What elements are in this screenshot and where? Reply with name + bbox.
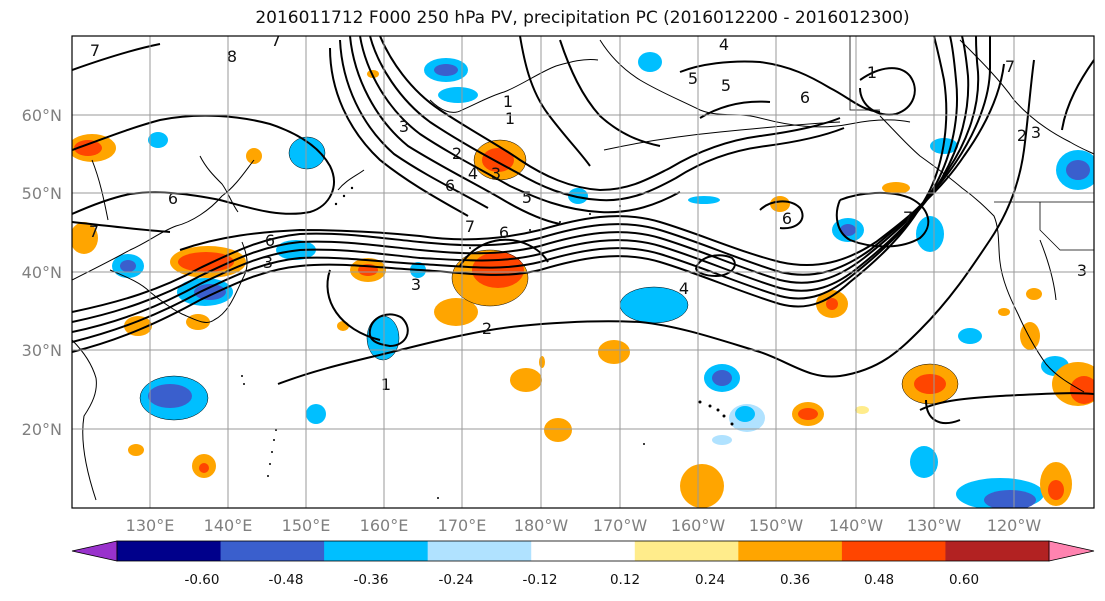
- contour-label: 7: [1005, 57, 1015, 76]
- lon-tick-label: 160°E: [360, 516, 409, 535]
- lon-tick-label: 180°W: [514, 516, 569, 535]
- lat-tick-label: 50°N: [22, 184, 62, 203]
- map-panel: 7 8 7 4 5 6 1 7 1 2 3 2 4 5 6 3 5 6 7 7: [71, 31, 1095, 509]
- lat-axis: 60°N 50°N 40°N 30°N 20°N: [22, 106, 62, 439]
- contour-label: 6: [168, 189, 178, 208]
- contour-label: 5: [688, 69, 698, 88]
- lon-tick-label: 150°E: [282, 516, 331, 535]
- colorbar-tick-label: -0.36: [354, 572, 389, 588]
- colorbar-extend-left: [71, 540, 118, 562]
- map-frame: [71, 35, 1095, 509]
- lon-axis: 130°E 140°E 150°E 160°E 170°E 180°W 170°…: [126, 516, 1042, 535]
- contour-label: 3: [1031, 123, 1041, 142]
- contour-label: 2: [482, 319, 492, 338]
- colorbar-segment: [117, 541, 222, 561]
- lon-tick-label: 130°W: [907, 516, 962, 535]
- colorbar-extend-right: [1048, 540, 1095, 562]
- contour-label: 5: [522, 188, 532, 207]
- contour-label: 4: [679, 279, 689, 298]
- contour-label: 4: [468, 164, 478, 183]
- contour-label: 5: [721, 76, 731, 95]
- contour-label: 6: [800, 88, 810, 107]
- contour-label: 6: [782, 209, 792, 228]
- colorbar-segment: [945, 541, 1050, 561]
- colorbar-segment: [531, 541, 636, 561]
- colorbar-tick-label: -0.12: [523, 572, 558, 588]
- colorbar-tick-label: -0.48: [269, 572, 304, 588]
- contour-label: 1: [503, 92, 513, 111]
- contour-label: 1: [867, 63, 877, 82]
- pv-contours-small: [368, 238, 736, 348]
- contour-label: 7: [465, 217, 475, 236]
- contour-label: 1: [505, 109, 515, 128]
- contour-label: 3: [411, 275, 421, 294]
- colorbar-segment: [634, 541, 739, 561]
- pv-contour-labels: 7 8 7 4 5 6 1 7 1 2 3 2 4 5 6 3 5 6 7 7: [89, 31, 1087, 394]
- contour-label: 6: [499, 223, 509, 242]
- colorbar-tick-label: 0.36: [780, 572, 810, 588]
- gridlines: [72, 36, 1094, 508]
- colorbar-segment: [738, 541, 843, 561]
- colorbar-segment: [427, 541, 532, 561]
- contour-label: 7: [90, 41, 100, 60]
- lon-tick-label: 130°E: [126, 516, 175, 535]
- lon-tick-label: 120°W: [987, 516, 1042, 535]
- colorbar-tick-label: 0.24: [695, 572, 725, 588]
- contour-label: 3: [1077, 261, 1087, 280]
- colorbar-tick-label: -0.24: [439, 572, 474, 588]
- contour-label: 6: [445, 176, 455, 195]
- contour-label: 3: [263, 253, 273, 272]
- contour-label: 8: [227, 47, 237, 66]
- lat-tick-label: 20°N: [22, 420, 62, 439]
- colorbar-segment: [841, 541, 946, 561]
- lon-tick-label: 150°W: [749, 516, 804, 535]
- colorbar-segments: [117, 541, 1050, 561]
- contour-label: 2: [1017, 126, 1027, 145]
- lat-tick-label: 60°N: [22, 106, 62, 125]
- map-title: 2016011712 F000 250 hPa PV, precipitatio…: [255, 8, 910, 28]
- contour-label: 7: [903, 208, 913, 227]
- colorbar-segment: [324, 541, 429, 561]
- contour-label: 3: [399, 117, 409, 136]
- contour-label: 6: [265, 231, 275, 250]
- lon-tick-label: 140°W: [829, 516, 884, 535]
- colorbar-tick-label: -0.60: [185, 572, 220, 588]
- pv-contours: [72, 36, 1094, 425]
- precip-positive-shading: [72, 70, 1094, 508]
- island-chains: [241, 186, 734, 499]
- contour-label: 4: [719, 35, 729, 54]
- colorbar-frame: [116, 540, 1050, 562]
- lon-tick-label: 170°E: [438, 516, 487, 535]
- contour-label: 1: [381, 375, 391, 394]
- lon-tick-label: 160°W: [671, 516, 726, 535]
- contour-label: 2: [452, 144, 462, 163]
- colorbar-tick-label: 0.12: [610, 572, 640, 588]
- colorbar: -0.60 -0.48 -0.36 -0.24 -0.12 0.12 0.24 …: [71, 540, 1095, 588]
- contour-label: 7: [271, 31, 281, 50]
- contour-label: 3: [491, 164, 501, 183]
- lat-tick-label: 40°N: [22, 263, 62, 282]
- lon-tick-label: 170°W: [593, 516, 648, 535]
- colorbar-tick-label: 0.60: [949, 572, 979, 588]
- contour-label: 7: [89, 222, 99, 241]
- colorbar-segment: [220, 541, 325, 561]
- colorbar-tick-label: 0.48: [864, 572, 894, 588]
- lat-tick-label: 30°N: [22, 341, 62, 360]
- coastlines: [72, 39, 1094, 501]
- pv-contours-north: [72, 36, 1094, 248]
- colorbar-tick-labels: -0.60 -0.48 -0.36 -0.24 -0.12 0.12 0.24 …: [185, 572, 980, 588]
- lon-tick-label: 140°E: [204, 516, 253, 535]
